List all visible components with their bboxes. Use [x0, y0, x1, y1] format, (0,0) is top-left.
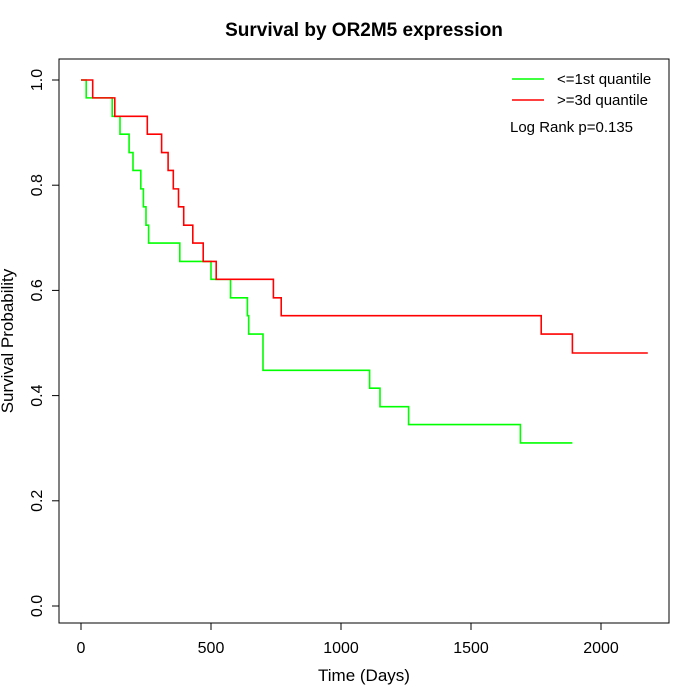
x-tick-label: 1500	[453, 640, 489, 657]
y-tick-label: 0.2	[29, 490, 46, 512]
x-tick-label: 500	[198, 640, 225, 657]
x-tick-label: 0	[77, 640, 86, 657]
survival-curve-low	[81, 79, 573, 444]
y-axis-label: Survival Probability	[0, 268, 17, 413]
x-axis-label: Time (Days)	[318, 666, 410, 685]
y-tick-label: 0.6	[29, 279, 46, 301]
legend-label-low: <=1st quantile	[557, 71, 651, 88]
x-tick-label: 1000	[323, 640, 359, 657]
x-tick-label: 2000	[583, 640, 619, 657]
survival-curve-high	[81, 79, 648, 354]
y-tick-label: 0.8	[29, 174, 46, 196]
y-tick-label: 0.4	[29, 384, 46, 406]
plot-frame	[58, 58, 670, 624]
y-tick-label: 0.0	[29, 595, 46, 617]
series-layer	[81, 79, 648, 444]
x-axis: 0 500 1000 1500 2000	[77, 622, 619, 657]
chart-title: Survival by OR2M5 expression	[225, 20, 503, 41]
legend-label-high: >=3d quantile	[557, 92, 648, 109]
y-tick-label: 1.0	[29, 69, 46, 91]
legend: <=1st quantile >=3d quantile	[512, 71, 651, 109]
log-rank-annotation: Log Rank p=0.135	[510, 119, 633, 136]
y-axis: 0.0 0.2 0.4 0.6 0.8 1.0	[29, 69, 60, 617]
